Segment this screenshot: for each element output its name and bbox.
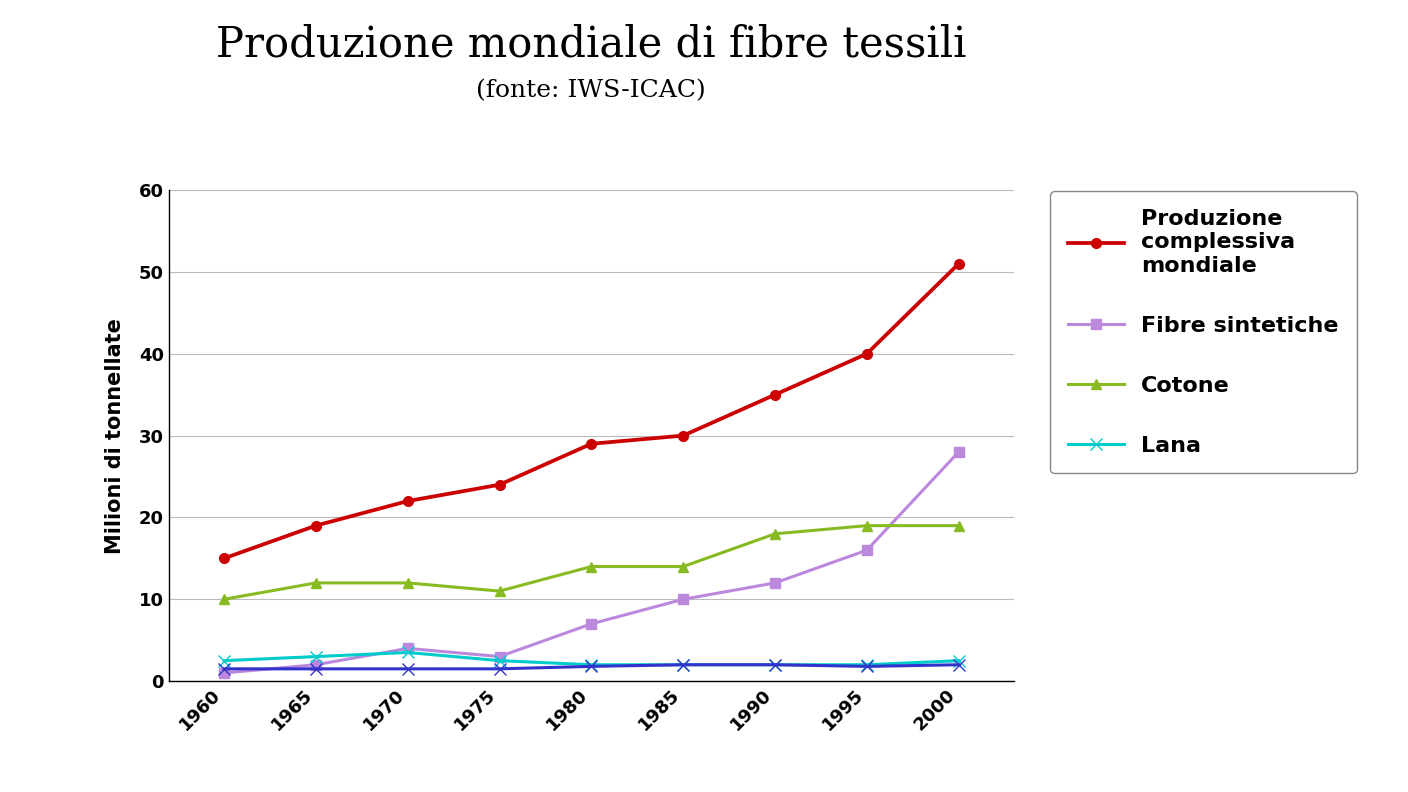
Text: Produzione mondiale di fibre tessili: Produzione mondiale di fibre tessili <box>215 24 967 66</box>
Text: (fonte: IWS-ICAC): (fonte: IWS-ICAC) <box>476 79 707 102</box>
Y-axis label: Milioni di tonnellate: Milioni di tonnellate <box>106 318 125 554</box>
Legend: Produzione
complessiva
mondiale, Fibre sintetiche, Cotone, Lana: Produzione complessiva mondiale, Fibre s… <box>1050 192 1356 474</box>
